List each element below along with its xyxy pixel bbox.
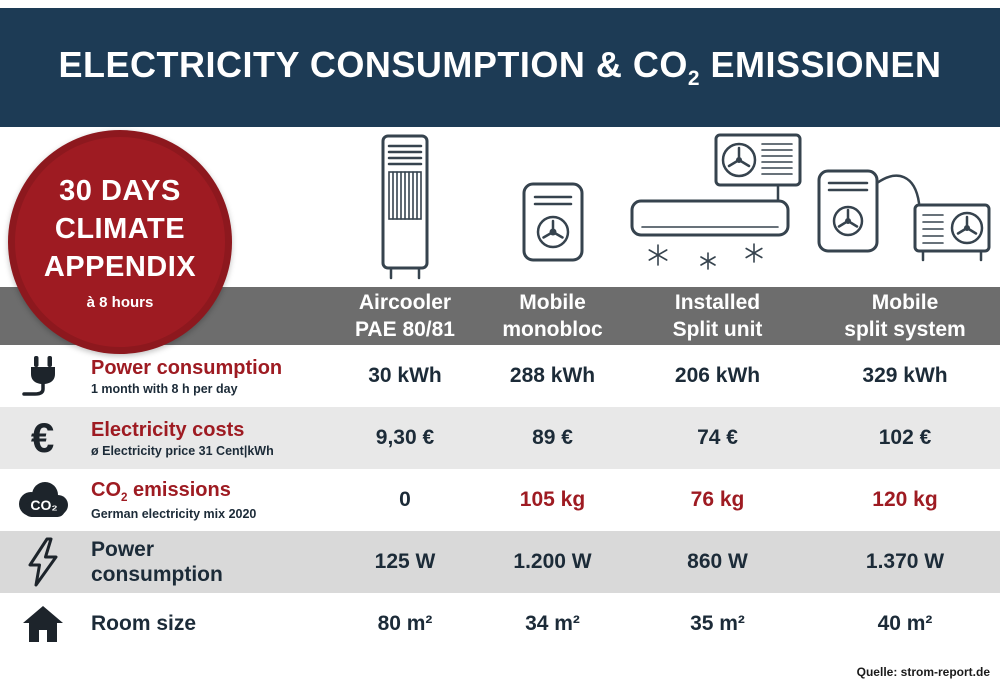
row-subtitle: ø Electricity price 31 Cent|kWh — [91, 443, 274, 458]
lightning-icon — [0, 537, 85, 587]
euro-icon: € — [0, 417, 85, 459]
column-header-split-unit: Installed Split unit — [672, 290, 763, 341]
source-credit: Quelle: strom-report.de — [856, 665, 990, 679]
co2-title-subscript: 2 — [121, 490, 128, 504]
split-unit-icon — [625, 131, 810, 281]
house-icon — [0, 604, 85, 644]
title-post: EMISSIONEN — [699, 43, 942, 85]
value-cell: 74 € — [697, 426, 738, 449]
appliance-icons-row — [0, 127, 1000, 287]
mobile-split-icon — [810, 161, 1000, 281]
aircooler-icon — [330, 133, 480, 281]
title-subscript: 2 — [687, 67, 700, 91]
row-title: Electricity costs — [91, 418, 245, 441]
value-cell: 35 m² — [690, 612, 745, 635]
row-title: CO2 emissions — [91, 479, 330, 505]
value-cell-highlight: 105 kg — [519, 488, 586, 511]
row-label: Power consumption — [85, 537, 330, 587]
value-cell: 34 m² — [525, 612, 580, 635]
table-row-power-consumption-watt: Power consumption 125 W 1.200 W 860 W 1.… — [0, 531, 1000, 593]
monobloc-icon — [480, 181, 625, 281]
table-row-electricity-costs: € Electricity costs ø Electricity price … — [0, 407, 1000, 469]
value-cell: 1.200 W — [513, 550, 592, 573]
table-row-co2-emissions: CO₂ CO2 emissions German electricity mix… — [0, 469, 1000, 531]
value-cell: 89 € — [532, 426, 573, 449]
row-subtitle: 1 month with 8 h per day — [91, 381, 238, 396]
value-cell: 0 — [399, 488, 411, 511]
column-header-monobloc: Mobile monobloc — [502, 290, 603, 341]
page-title: ELECTRICITY CONSUMPTION & CO2 EMISSIONEN — [58, 44, 941, 91]
euro-glyph: € — [30, 414, 55, 461]
title-pre: ELECTRICITY CONSUMPTION & CO — [58, 43, 688, 85]
value-cell: 288 kWh — [509, 364, 596, 387]
column-header-mobile-split: Mobile split system — [844, 290, 966, 341]
row-label: Power consumption 1 month with 8 h per d… — [85, 357, 330, 396]
value-cell: 9,30 € — [375, 426, 435, 449]
plug-icon — [0, 354, 85, 398]
co2-glyph: CO₂ — [30, 497, 57, 513]
badge-subtitle: à 8 hours — [86, 293, 154, 311]
value-cell: 40 m² — [877, 612, 933, 635]
co2-cloud-icon: CO₂ — [0, 478, 85, 522]
value-cell: 206 kWh — [674, 364, 761, 387]
table-row-room-size: Room size 80 m² 34 m² 35 m² 40 m² — [0, 593, 1000, 655]
row-subtitle: German electricity mix 2020 — [91, 507, 257, 522]
footer: Quelle: strom-report.de — [0, 655, 1000, 689]
table-row-power-consumption-kwh: Power consumption 1 month with 8 h per d… — [0, 345, 1000, 407]
value-cell-highlight: 76 kg — [690, 488, 745, 511]
row-label: Room size — [85, 611, 330, 636]
value-cell: 860 W — [687, 550, 748, 573]
value-cell: 102 € — [878, 426, 932, 449]
co2-title-pre: CO — [91, 478, 121, 501]
header-band: ELECTRICITY CONSUMPTION & CO2 EMISSIONEN — [0, 8, 1000, 127]
row-title: Power consumption — [91, 537, 223, 586]
co2-title-post: emissions — [127, 478, 231, 501]
row-title: Room size — [91, 612, 197, 636]
value-cell-highlight: 120 kg — [872, 488, 938, 511]
row-title: Power consumption — [91, 356, 283, 379]
badge-title: 30 DAYS CLIMATE APPENDIX — [43, 175, 197, 283]
value-cell: 30 kWh — [368, 364, 442, 387]
column-header-band: Aircooler PAE 80/81 Mobile monobloc Inst… — [0, 287, 1000, 345]
value-cell: 329 kWh — [862, 364, 948, 387]
value-cell: 80 m² — [377, 612, 433, 635]
row-label: CO2 emissions German electricity mix 202… — [85, 479, 330, 522]
climate-appendix-badge: 30 DAYS CLIMATE APPENDIX à 8 hours — [8, 130, 232, 354]
row-label: Electricity costs ø Electricity price 31… — [85, 419, 330, 458]
value-cell: 125 W — [374, 550, 436, 573]
value-cell: 1.370 W — [865, 550, 945, 573]
column-header-aircooler: Aircooler PAE 80/81 — [354, 290, 455, 341]
